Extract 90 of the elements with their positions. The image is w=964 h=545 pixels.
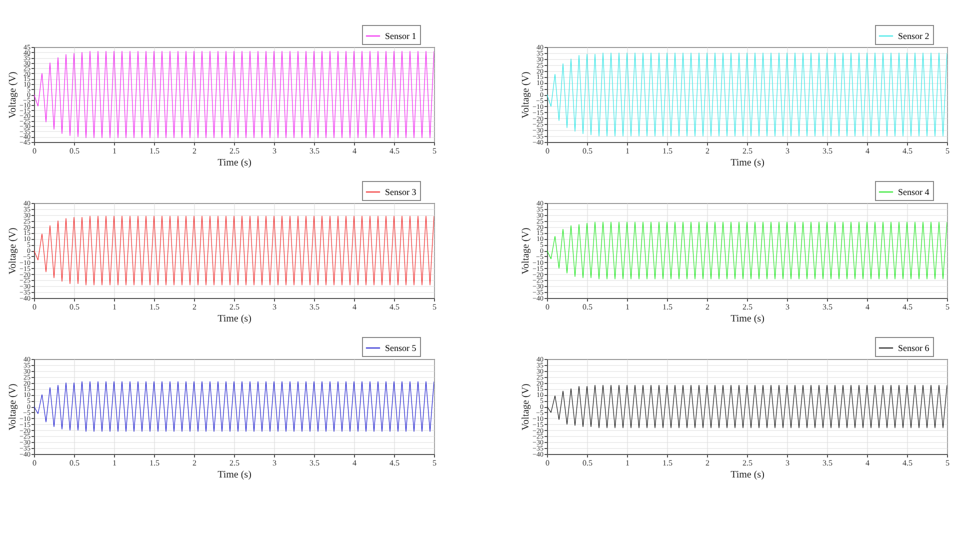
x-axis-title: Time (s) [218, 158, 252, 168]
x-tick-label: 0 [546, 302, 550, 312]
x-tick-label: 3 [272, 458, 276, 468]
x-tick-label: 3.5 [822, 302, 832, 312]
line-series [547, 384, 947, 428]
x-tick-label: 1 [626, 458, 630, 468]
x-tick-label: 3.5 [310, 146, 320, 156]
y-axis-title: Voltage (V) [520, 72, 532, 118]
line-series [34, 381, 434, 432]
x-tick-label: 4 [352, 302, 356, 312]
x-tick-label: 3.5 [310, 458, 320, 468]
x-axis-title: Time (s) [730, 158, 764, 168]
y-axis-title: Voltage (V) [520, 228, 532, 274]
x-tick-label: 0.5 [582, 458, 592, 468]
x-tick-label: 4 [352, 146, 356, 156]
x-tick-label: 1 [112, 302, 116, 312]
legend-label: Sensor 1 [385, 31, 416, 41]
x-tick-label: 0.5 [70, 146, 80, 156]
y-axis-title: Voltage (V) [8, 72, 19, 118]
x-tick-label: 5 [432, 302, 436, 312]
x-tick-label: 0 [546, 146, 550, 156]
x-tick-label: 1.5 [150, 302, 160, 312]
legend-label: Sensor 4 [898, 187, 930, 197]
x-tick-label: 2.5 [742, 302, 752, 312]
x-axis-title: Time (s) [730, 470, 764, 480]
x-tick-label: 4 [866, 146, 870, 156]
x-tick-label: 3.5 [310, 302, 320, 312]
x-tick-label: 0.5 [70, 458, 80, 468]
x-tick-label: 1.5 [662, 146, 672, 156]
x-tick-label: 5 [946, 146, 950, 156]
x-tick-label: 3.5 [822, 146, 832, 156]
x-tick-label: 1 [626, 146, 630, 156]
x-tick-label: 4 [866, 458, 870, 468]
x-tick-label: 1 [112, 146, 116, 156]
y-axis-title: Voltage (V) [8, 384, 19, 430]
x-tick-label: 2 [192, 146, 196, 156]
x-tick-label: 2 [706, 302, 710, 312]
x-tick-label: 0 [32, 458, 36, 468]
x-tick-label: 5 [432, 458, 436, 468]
x-axis-title: Time (s) [218, 314, 252, 324]
x-tick-label: 2.5 [230, 146, 240, 156]
x-tick-label: 4 [352, 458, 356, 468]
legend-label: Sensor 6 [898, 343, 930, 353]
x-tick-label: 2.5 [230, 302, 240, 312]
x-tick-label: 4.5 [902, 146, 912, 156]
x-tick-label: 1 [626, 302, 630, 312]
x-tick-label: 1.5 [662, 302, 672, 312]
x-tick-label: 1.5 [150, 458, 160, 468]
line-series [34, 50, 434, 138]
y-axis-title: Voltage (V) [8, 228, 19, 274]
legend-label: Sensor 3 [385, 187, 417, 197]
line-series [547, 52, 947, 136]
line-series [34, 216, 434, 286]
x-tick-label: 0.5 [582, 302, 592, 312]
x-tick-label: 5 [432, 146, 436, 156]
line-series [547, 222, 947, 280]
x-tick-label: 3 [272, 302, 276, 312]
x-tick-label: 4.5 [902, 302, 912, 312]
x-tick-label: 0 [546, 458, 550, 468]
x-tick-label: 2.5 [230, 458, 240, 468]
x-tick-label: 2 [192, 458, 196, 468]
x-tick-label: 4.5 [902, 458, 912, 468]
x-tick-label: 5 [946, 458, 950, 468]
x-tick-label: 5 [946, 302, 950, 312]
x-tick-label: 2.5 [742, 458, 752, 468]
x-tick-label: 0.5 [582, 146, 592, 156]
x-tick-label: 1 [112, 458, 116, 468]
x-tick-label: 2 [192, 302, 196, 312]
x-tick-label: 2 [706, 458, 710, 468]
x-tick-label: 4 [866, 302, 870, 312]
legend-label: Sensor 5 [385, 343, 417, 353]
legend-label: Sensor 2 [898, 31, 930, 41]
x-axis-title: Time (s) [218, 470, 252, 480]
x-tick-label: 3.5 [822, 458, 832, 468]
x-tick-label: 4.5 [390, 146, 400, 156]
x-tick-label: 3 [786, 458, 790, 468]
x-tick-label: 2.5 [742, 146, 752, 156]
x-tick-label: 3 [786, 302, 790, 312]
x-tick-label: 0 [32, 146, 36, 156]
x-axis-title: Time (s) [730, 314, 764, 324]
x-tick-label: 0.5 [70, 302, 80, 312]
x-tick-label: 2 [706, 146, 710, 156]
x-tick-label: 3 [786, 146, 790, 156]
x-tick-label: 1.5 [150, 146, 160, 156]
x-tick-label: 1.5 [662, 458, 672, 468]
x-tick-label: 0 [32, 302, 36, 312]
y-axis-title: Voltage (V) [520, 384, 532, 430]
x-tick-label: 3 [272, 146, 276, 156]
x-tick-label: 4.5 [390, 458, 400, 468]
x-tick-label: 4.5 [390, 302, 400, 312]
